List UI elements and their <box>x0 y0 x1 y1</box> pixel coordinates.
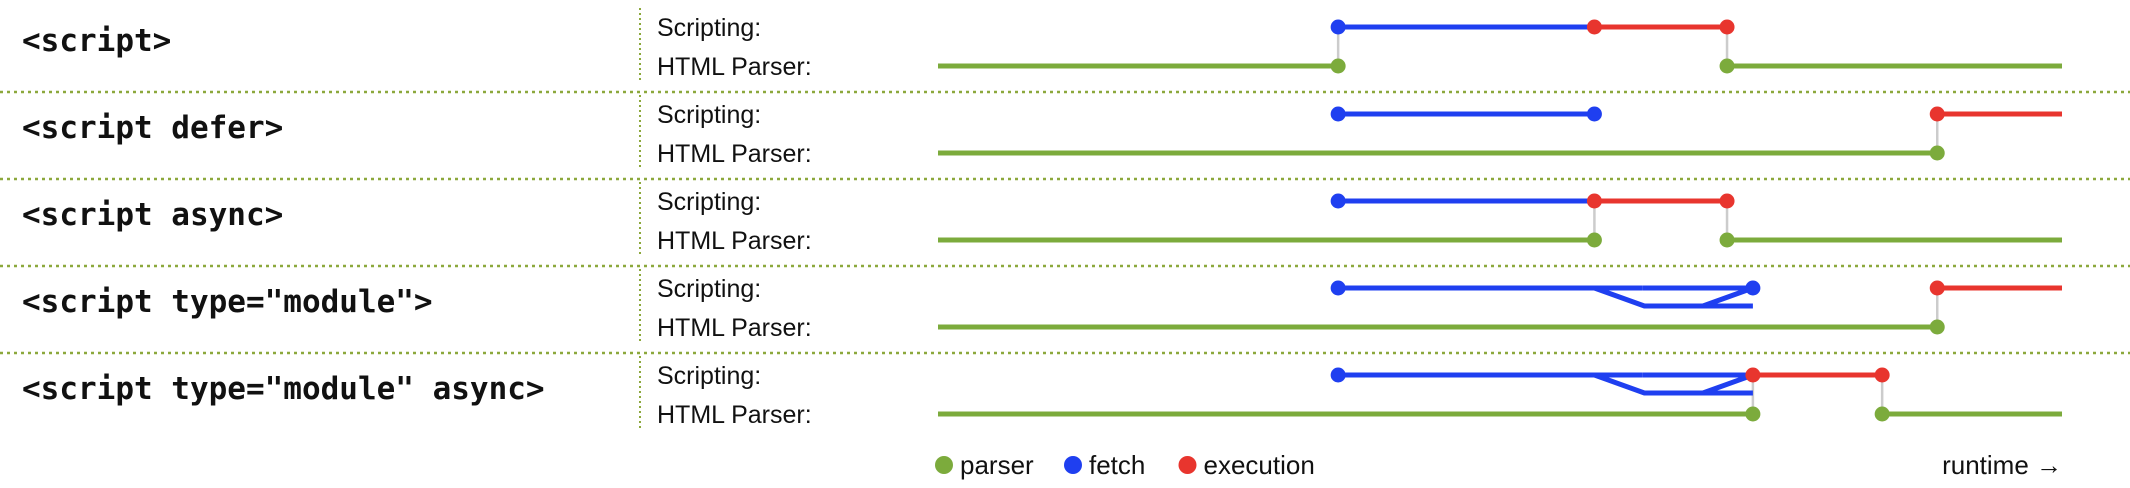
fetch-start-dot <box>1330 193 1346 209</box>
execution-start-dot <box>1586 193 1602 209</box>
parser-track-label: HTML Parser: <box>657 314 812 342</box>
scripting-track-label: Scripting: <box>657 188 761 216</box>
parser-track-label: HTML Parser: <box>657 53 812 81</box>
scripting-track-label: Scripting: <box>657 14 761 42</box>
parser-end-dot <box>1330 58 1346 74</box>
parser-legend-swatch <box>935 456 953 474</box>
parser-end-dot <box>1586 232 1602 248</box>
parser-legend-label: parser <box>960 450 1034 480</box>
execution-end-dot <box>1719 19 1735 35</box>
fetch-end-dot <box>1586 106 1602 122</box>
execution-start-dot <box>1929 280 1945 296</box>
runtime-axis-label: runtime → <box>1942 450 2062 480</box>
fetch-start-dot <box>1330 106 1346 122</box>
row-label: <script defer> <box>22 110 283 146</box>
fetch-legend-swatch <box>1064 456 1082 474</box>
execution-legend-swatch <box>1178 456 1197 474</box>
parser-track-label: HTML Parser: <box>657 401 812 429</box>
fetch-end-dot <box>1745 280 1761 296</box>
parser-start-dot <box>1719 58 1735 74</box>
parser-track-label: HTML Parser: <box>657 227 812 255</box>
row-label: <script async> <box>22 197 283 233</box>
fetch-start-dot <box>1330 280 1346 296</box>
row-label: <script type="module" async> <box>22 371 545 407</box>
fetch-dependency-branch <box>1593 285 1756 309</box>
row-label: <script type="module"> <box>22 284 433 320</box>
fetch-start-dot <box>1330 19 1346 35</box>
fetch-legend-label: fetch <box>1089 450 1145 480</box>
fetch-start-dot <box>1330 367 1346 383</box>
parser-start-dot <box>1719 232 1735 248</box>
parser-track-label: HTML Parser: <box>657 140 812 168</box>
scripting-track-label: Scripting: <box>657 101 761 129</box>
parser-start-dot <box>1874 406 1890 422</box>
execution-legend-label: execution <box>1204 450 1315 480</box>
scripting-track-label: Scripting: <box>657 362 761 390</box>
execution-end-dot <box>1719 193 1735 209</box>
parser-end-dot <box>1745 406 1761 422</box>
execution-start-dot <box>1586 19 1602 35</box>
execution-end-dot <box>1874 367 1890 383</box>
execution-start-dot <box>1745 367 1761 383</box>
scripting-track-label: Scripting: <box>657 275 761 303</box>
row-label: <script> <box>22 23 171 59</box>
fetch-dependency-branch <box>1593 372 1756 396</box>
execution-start-dot <box>1929 106 1945 122</box>
parser-end-dot <box>1929 145 1945 161</box>
parser-end-dot <box>1929 319 1945 335</box>
